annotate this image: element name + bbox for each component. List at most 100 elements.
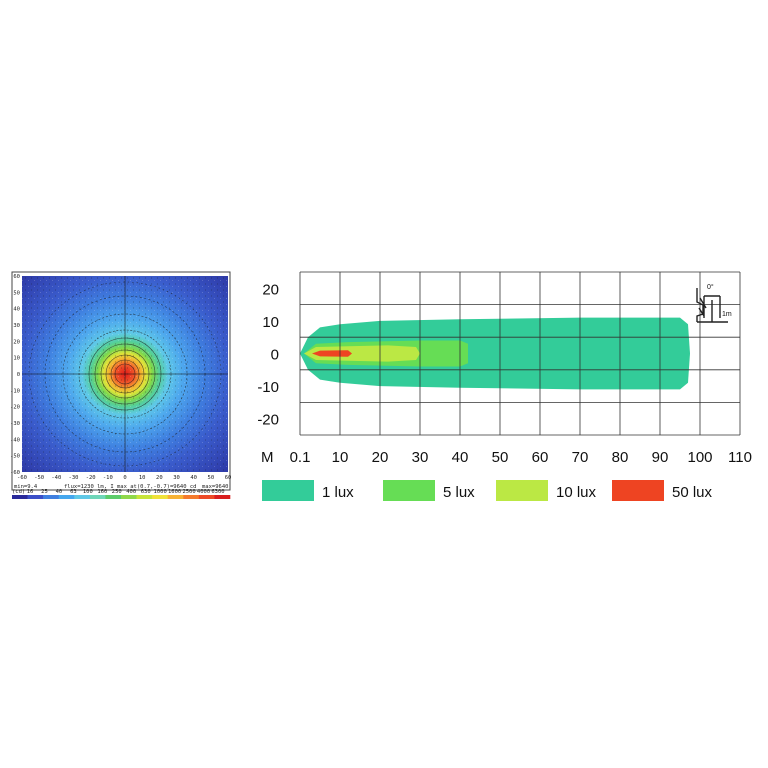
heatmap-scale-tick: 4000 xyxy=(197,489,210,495)
heatmap-y-tick: -20 xyxy=(10,405,20,411)
heatmap-min-label: min=9.4 xyxy=(14,484,38,490)
lux-x-tick: 70 xyxy=(572,449,589,466)
heatmap-x-tick: 30 xyxy=(173,475,180,481)
lux-area-1-lux xyxy=(300,317,690,390)
heatmap-scale-unit: (cd) xyxy=(12,489,25,495)
lux-x-tick: 90 xyxy=(652,449,669,466)
heatmap-max-label: max=9640 xyxy=(202,484,229,490)
lux-x-tick: 0.1 xyxy=(290,449,311,466)
heatmap-scale-swatch xyxy=(105,495,122,499)
heatmap-y-tick: 50 xyxy=(13,290,20,296)
lux-x-axis-label: M xyxy=(261,449,274,466)
heatmap-x-tick: 0 xyxy=(123,475,126,481)
lux-x-tick: 80 xyxy=(612,449,629,466)
heatmap-scale-tick: 6300 xyxy=(211,489,224,495)
heatmap-x-tick: -30 xyxy=(69,475,79,481)
heatmap-scale-tick: 25 xyxy=(41,489,48,495)
heatmap-scale-tick: 100 xyxy=(83,489,93,495)
heatmap-y-tick: 40 xyxy=(13,307,20,313)
heatmap-x-tick: 50 xyxy=(208,475,215,481)
mounting-inset: 0° 1m xyxy=(696,283,732,323)
legend-swatch xyxy=(612,480,664,501)
heatmap-x-tick: -50 xyxy=(34,475,44,481)
lux-x-tick: 50 xyxy=(492,449,509,466)
lux-grid xyxy=(299,271,741,436)
legend-swatch xyxy=(496,480,548,501)
lux-area-10-lux xyxy=(304,345,420,362)
heatmap-scale-swatch xyxy=(167,495,184,499)
heatmap-y-tick: 20 xyxy=(13,339,20,345)
lux-x-tick: 10 xyxy=(332,449,349,466)
legend-swatch xyxy=(262,480,314,501)
heatmap-y-tick: -50 xyxy=(10,454,20,460)
heatmap-y-ticks: 60 50 40 30 20 10 0 -10 -20 -30 -40 -50 -60 xyxy=(10,274,20,476)
heatmap-x-ticks: -60 -50 -40 -30 -20 -10 0 10 20 30 40 50 60 xyxy=(17,475,231,481)
lux-x-tick: 40 xyxy=(452,449,469,466)
lux-x-tick: 20 xyxy=(372,449,389,466)
legend-label: 1 lux xyxy=(322,484,354,501)
heatmap-x-tick: -40 xyxy=(51,475,61,481)
lux-y-tick: 20 xyxy=(262,281,279,298)
lux-y-tick: 0 xyxy=(271,347,279,364)
heatmap-scale-tick: 2500 xyxy=(182,489,195,495)
legend-label: 10 lux xyxy=(556,484,597,501)
heatmap-scale-tick: 63 xyxy=(70,489,77,495)
heatmap-colour-scale: (cd) 16 25 40 63 100 160 250 400 630 1000 1600 2500 4… xyxy=(12,489,231,499)
heatmap-scale-swatch xyxy=(183,495,200,499)
heatmap-scale-tick: 160 xyxy=(97,489,107,495)
mounting-icon xyxy=(696,288,728,323)
heatmap-panel: -60 -50 -40 -30 -20 -10 0 10 20 30 40 50 60 60 50 40 30… xyxy=(10,271,231,499)
heatmap-y-tick: -10 xyxy=(10,388,20,394)
heatmap-x-tick: -60 xyxy=(17,475,27,481)
heatmap-scale-swatch xyxy=(74,495,91,499)
heatmap-y-tick: 30 xyxy=(13,323,20,329)
heatmap-scale-swatch xyxy=(152,495,169,499)
heatmap-scale-tick: 16 xyxy=(27,489,34,495)
inset-angle-label: 0° xyxy=(707,283,714,291)
lux-y-tick: -20 xyxy=(257,412,279,429)
inset-height-label: 1m xyxy=(722,311,732,318)
heatmap-x-tick: -20 xyxy=(86,475,96,481)
heatmap-y-tick: -40 xyxy=(10,437,20,443)
lux-x-tick: 30 xyxy=(412,449,429,466)
heatmap-x-tick: -10 xyxy=(103,475,113,481)
heatmap-y-tick: 60 xyxy=(13,274,20,280)
heatmap-scale-swatch xyxy=(214,495,231,499)
heatmap-scale-tick: 1000 xyxy=(154,489,167,495)
lux-areas xyxy=(300,317,690,390)
heatmap-scale-swatch xyxy=(89,495,106,499)
lux-x-ticks: 0.1 10 20 30 40 50 60 70 80 90 100 110 xyxy=(290,449,752,466)
lux-y-ticks: 20 10 0 -10 -20 xyxy=(257,281,279,428)
lux-x-tick: 100 xyxy=(687,449,712,466)
lux-x-tick: 110 xyxy=(728,449,752,466)
heatmap-y-tick: -30 xyxy=(10,421,20,427)
heatmap-scale-tick: 250 xyxy=(112,489,122,495)
heatmap-info-label: flux=1230 lm, I max at(0.7,-0.7)=9640 cd xyxy=(64,484,196,490)
heatmap-scale-tick: 630 xyxy=(141,489,151,495)
heatmap-y-tick: 0 xyxy=(17,372,20,378)
heatmap-scale-tick: 400 xyxy=(126,489,136,495)
heatmap-y-tick: -60 xyxy=(10,470,20,476)
heatmap-scale-swatch xyxy=(12,495,28,499)
heatmap-x-tick: 10 xyxy=(139,475,146,481)
heatmap-scale-swatch xyxy=(136,495,153,499)
heatmap-scale-tick: 1600 xyxy=(168,489,181,495)
legend-label: 5 lux xyxy=(443,484,475,501)
heatmap-x-tick: 60 xyxy=(225,475,232,481)
heatmap-scale-swatch xyxy=(198,495,215,499)
legend-label: 50 lux xyxy=(672,484,713,501)
heatmap-x-tick: 40 xyxy=(190,475,197,481)
legend-swatch xyxy=(383,480,435,501)
lux-x-tick: 60 xyxy=(532,449,549,466)
heatmap-scale-swatch xyxy=(121,495,137,499)
lux-y-tick: -10 xyxy=(257,379,279,396)
lux-legend: 1 lux 5 lux 10 lux 50 lux xyxy=(262,480,713,501)
heatmap-scale-swatch xyxy=(58,495,75,499)
heatmap-scale-swatch xyxy=(27,495,44,499)
heatmap-scale-swatch xyxy=(43,495,60,499)
lux-area-50-lux xyxy=(312,350,352,357)
heatmap-y-tick: 10 xyxy=(13,356,20,362)
heatmap-scale-tick: 40 xyxy=(56,489,63,495)
